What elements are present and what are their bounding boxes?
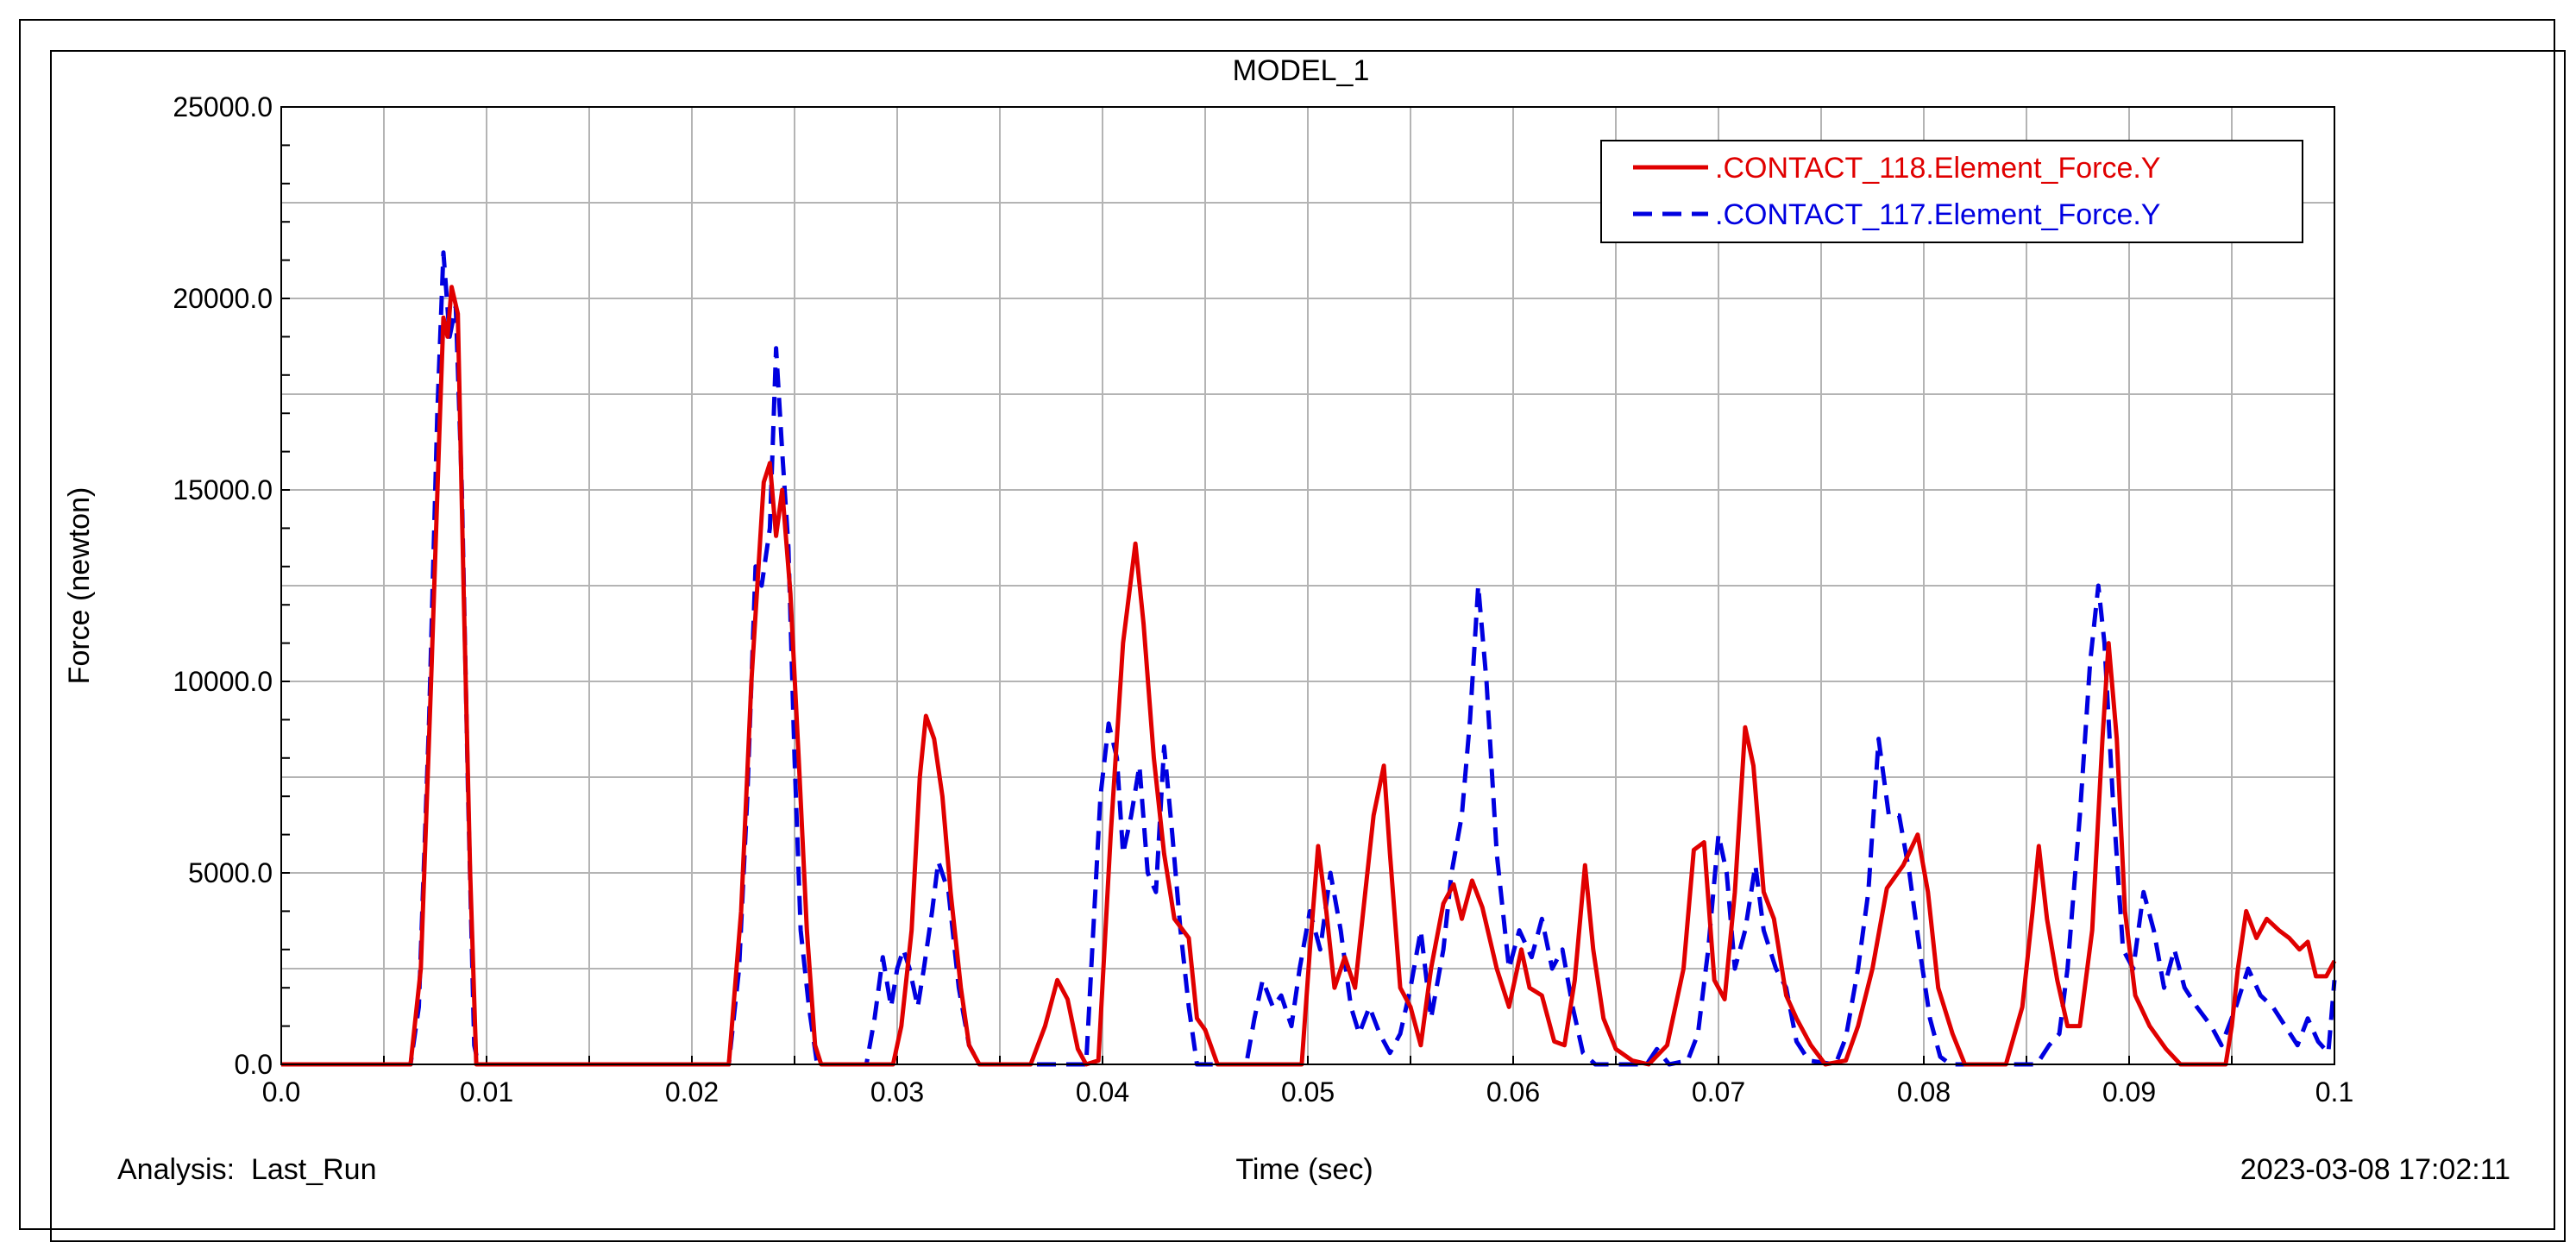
legend-box [1600, 140, 2303, 243]
y-tick-label: 20000.0 [173, 283, 273, 314]
y-tick-label: 25000.0 [173, 91, 273, 122]
y-tick-label: 0.0 [235, 1049, 273, 1080]
x-axis-label: Time (sec) [1235, 1153, 1373, 1186]
x-tick-label: 0.08 [1897, 1076, 1951, 1108]
grid [280, 106, 2335, 1065]
x-tick-label: 0.0 [262, 1076, 300, 1108]
y-tick-label: 5000.0 [188, 857, 273, 888]
x-tick-label: 0.1 [2315, 1076, 2353, 1108]
legend-label-contact-118: .CONTACT_118.Element_Force.Y [1715, 152, 2160, 185]
x-tick-label: 0.03 [870, 1076, 924, 1108]
x-tick-label: 0.09 [2102, 1076, 2156, 1108]
chart-title: MODEL_1 [1233, 54, 1370, 87]
y-tick-label: 15000.0 [173, 474, 273, 505]
x-tick-label: 0.04 [1076, 1076, 1129, 1108]
timestamp-label: 2023-03-08 17:02:11 [2240, 1153, 2510, 1186]
y-tick-label: 10000.0 [173, 666, 273, 697]
x-tick-label: 0.01 [460, 1076, 513, 1108]
y-tick-labels: 0.0 5000.0 10000.0 15000.0 20000.0 25000.0 [173, 91, 273, 1080]
x-tick-label: 0.06 [1486, 1076, 1540, 1108]
y-axis-label: Force (newton) [63, 487, 96, 685]
x-tick-label: 0.02 [665, 1076, 719, 1108]
legend: .CONTACT_118.Element_Force.Y .CONTACT_11… [1600, 140, 2303, 243]
x-tick-label: 0.05 [1281, 1076, 1335, 1108]
analysis-label: Analysis: Last_Run [117, 1153, 377, 1186]
x-tick-labels: 0.0 0.01 0.02 0.03 0.04 0.05 0.06 0.07 0.08 0.09 0… [262, 1076, 2353, 1108]
plot-border [280, 106, 2335, 1065]
x-tick-label: 0.07 [1692, 1076, 1745, 1108]
legend-label-contact-117: .CONTACT_117.Element_Force.Y [1715, 198, 2160, 231]
chart-frame-inner [50, 50, 2566, 1242]
